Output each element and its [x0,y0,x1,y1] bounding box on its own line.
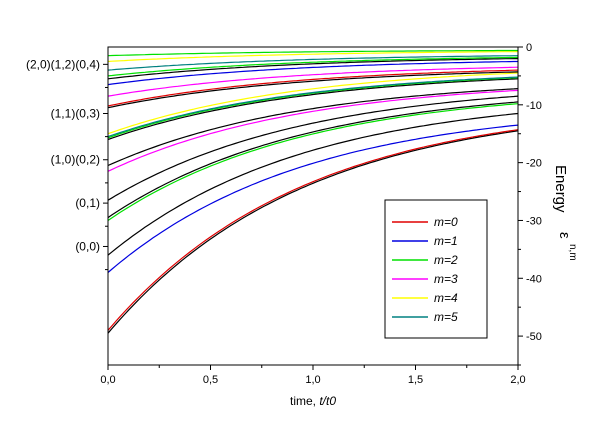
y-axis-right: 0 -10 -20 -30 -40 -50 [518,42,542,366]
series-line-20 [107,51,519,63]
series-line-15 [107,66,519,97]
x-tick-label: 0,5 [203,374,218,386]
legend-label: m=2 [434,253,458,267]
series-lines [107,49,519,334]
x-axis-label-prefix: time, [290,394,319,408]
series-line-12 [107,72,519,135]
x-axis-label: time, t/t0 [290,394,336,408]
x-tick-label: 1,0 [305,374,320,386]
level-label: (2,0)(1,2)(0,4) [26,57,100,71]
series-line-21 [107,49,518,57]
level-labels: (2,0)(1,2)(0,4) (1,1)(0,3) (1,0)(0,2) (0,1)… [26,57,100,253]
y-axis-label-sub: n,m [567,244,578,261]
y-axis-left [103,63,108,271]
series-line-2 [107,124,519,273]
y-axis-label-var: ε [556,232,573,239]
series-line-19 [107,55,518,71]
y-tick-label: 0 [526,42,532,54]
series-line-0 [107,130,519,334]
y-tick-label: -10 [526,100,542,112]
series-line-18 [107,56,519,77]
series-line-3 [107,112,519,256]
legend-label: m=1 [434,234,458,248]
series-line-6 [107,95,519,201]
x-axis: 0,0 0,5 1,0 1,5 2,0 [100,365,526,386]
level-label: (1,0)(0,2) [51,153,100,167]
series-line-7 [107,89,519,172]
series-line-11 [107,76,519,138]
y-tick-label: -40 [526,273,542,285]
series-line-16 [107,60,518,86]
x-tick-label: 2,0 [510,374,525,386]
level-label: (0,1) [75,196,100,210]
y-tick-label: -20 [526,158,542,170]
legend-label: m=5 [434,310,458,324]
series-line-5 [107,101,519,219]
legend-label: m=4 [434,291,458,305]
series-line-14 [107,69,519,107]
legend-label: m=3 [434,272,458,286]
legend-label: m=0 [434,215,458,229]
series-line-1 [107,129,519,331]
series-line-17 [107,58,518,80]
x-tick-label: 1,5 [408,374,423,386]
series-line-9 [107,78,519,141]
legend-box [384,199,488,339]
series-line-13 [107,71,519,109]
y-axis-label-main: Energy [552,165,569,213]
y-axis-label: Energy ε n,m [552,165,578,261]
level-label: (1,1)(0,3) [51,106,100,120]
y-tick-label: -50 [526,331,542,343]
x-axis-label-var: t/t0 [319,394,336,408]
series-line-4 [107,103,519,221]
legend: m=0 m=1 m=2 m=3 m=4 m=5 [384,199,488,339]
series-line-8 [107,88,519,167]
level-label: (0,0) [75,239,100,253]
y-tick-label: -30 [526,215,542,227]
x-tick-label: 0,0 [100,374,115,386]
